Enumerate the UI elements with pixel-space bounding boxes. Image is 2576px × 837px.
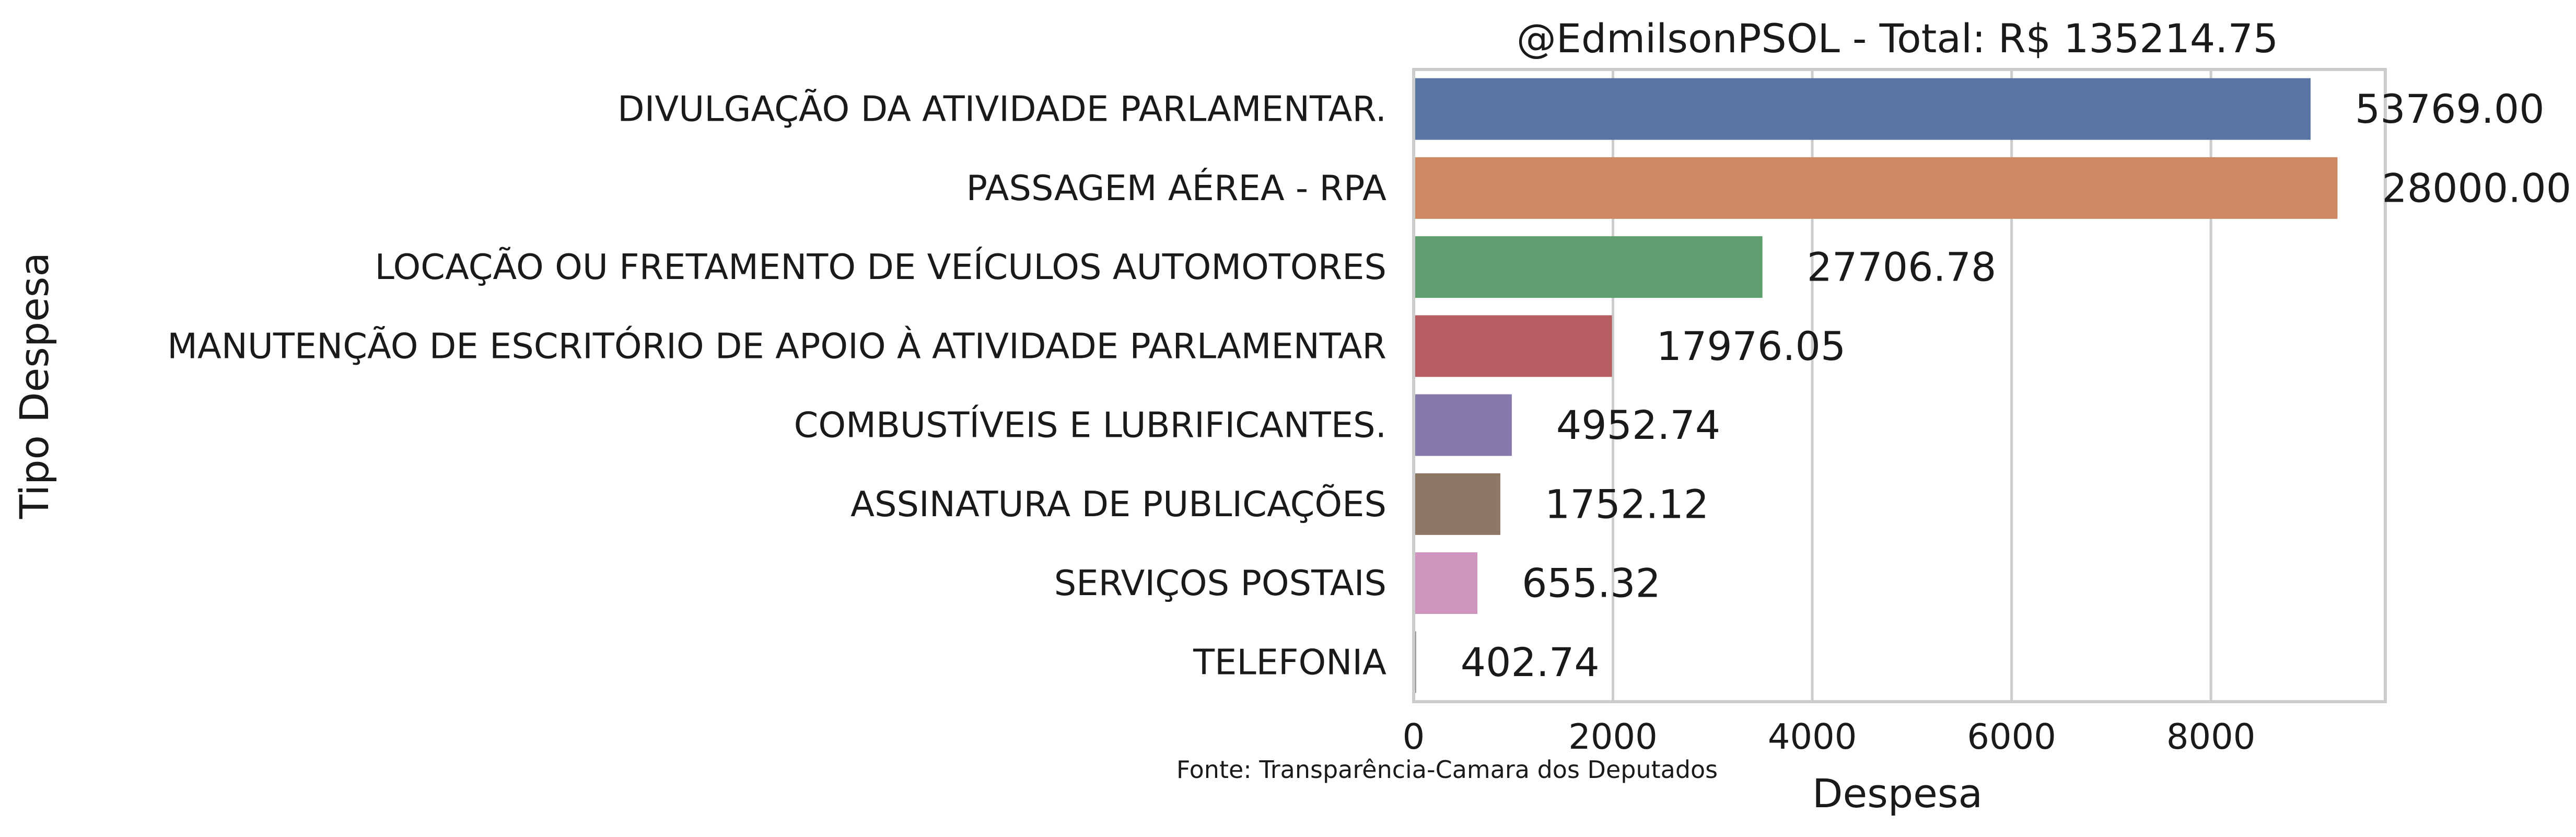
x-axis-title: Despesa [1812,770,1983,817]
value-label: 655.32 [1522,560,1661,607]
category-label: LOCAÇÃO OU FRETAMENTO DE VEÍCULOS AUTOMO… [375,246,1387,287]
x-tick-label: 0 [1403,716,1425,757]
x-tick-label: 4000 [1768,716,1857,757]
y-axis-title: Tipo Despesa [11,252,57,519]
bar [1414,394,1512,456]
category-labels: DIVULGAÇÃO DA ATIVIDADE PARLAMENTAR. PASS… [167,88,1386,683]
plot-frame [1412,68,2387,703]
value-label: 1752.12 [1545,481,1709,527]
chart-title: @EdmilsonPSOL - Total: R$ 135214.75 [1517,15,2278,62]
bar [1414,236,1763,298]
bar [1414,473,1500,535]
x-tick-label: 2000 [1568,716,1658,757]
bars [1414,78,2338,693]
value-labels: 53769.00 28000.00 27706.78 17976.05 4952.74 1… [1461,86,2571,685]
value-label: 53769.00 [2355,86,2545,132]
category-label: DIVULGAÇÃO DA ATIVIDADE PARLAMENTAR. [617,88,1386,130]
value-label: 402.74 [1461,639,1600,685]
category-label: MANUTENÇÃO DE ESCRITÓRIO DE APOIO À ATIV… [167,325,1386,366]
x-tick-labels: 0 2000 4000 6000 8000 [1403,716,2256,757]
source-note: Fonte: Transparência-Camara dos Deputado… [1176,755,1718,784]
category-label: ASSINATURA DE PUBLICAÇÕES [850,484,1386,525]
bar [1414,315,1612,377]
x-tick-label: 6000 [1967,716,2056,757]
value-label: 27706.78 [1807,244,1997,290]
category-label: SERVIÇOS POSTAIS [1054,563,1386,603]
x-tick-label: 8000 [2166,716,2256,757]
value-label: 28000.00 [2382,165,2571,211]
category-label: TELEFONIA [1193,642,1386,682]
bar [1414,552,1478,614]
bar [1414,78,2311,140]
category-label: PASSAGEM AÉREA - RPA [966,167,1387,208]
bar [1414,157,2338,219]
value-label: 4952.74 [1556,402,1720,448]
category-label: COMBUSTÍVEIS E LUBRIFICANTES. [794,404,1386,446]
value-label: 17976.05 [1657,323,1846,369]
